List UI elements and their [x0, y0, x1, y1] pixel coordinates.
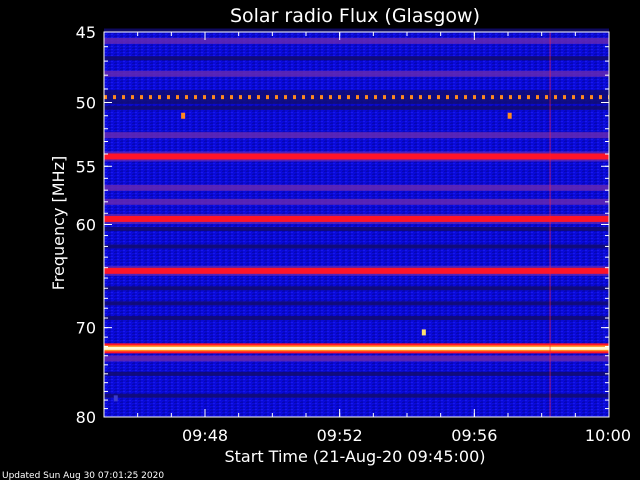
band-dark — [104, 316, 609, 321]
burst-spot — [421, 329, 426, 336]
y-axis-label: Frequency [MHz] — [49, 156, 68, 290]
axes: 45 50 55 60 70 80 09:48 09:52 09:56 10:00 — [76, 23, 631, 445]
y-tick-label: 80 — [76, 408, 96, 427]
x-tick-label: 09:48 — [182, 426, 228, 445]
y-tick-label: 45 — [76, 23, 96, 42]
x-axis-label: Start Time (21-Aug-20 09:45:00) — [225, 447, 486, 466]
x-tick-label: 09:56 — [451, 426, 497, 445]
band-dark — [104, 226, 609, 231]
band-dark — [104, 105, 609, 110]
x-tick-label: 10:00 — [585, 426, 631, 445]
band-purple — [104, 132, 609, 139]
band-hot — [104, 346, 609, 350]
x-tick-label: 09:52 — [317, 426, 363, 445]
y-tick-label: 50 — [76, 94, 96, 113]
band-purple — [104, 37, 609, 44]
y-tick-label: 55 — [76, 157, 96, 176]
band-purple — [104, 355, 609, 362]
band-red — [104, 215, 609, 222]
band-red — [104, 153, 609, 160]
band-red — [104, 267, 609, 274]
update-timestamp: Updated Sun Aug 30 07:01:25 2020 — [2, 471, 164, 480]
band-purple — [104, 198, 609, 205]
band-dark — [104, 371, 609, 376]
burst-spot — [181, 112, 186, 119]
plot-area — [104, 28, 609, 417]
band-purple — [104, 184, 609, 191]
burst-spot — [507, 112, 512, 119]
band-dark — [104, 28, 609, 33]
burst-spot — [113, 395, 118, 402]
band-dark — [104, 286, 609, 291]
y-tick-label: 60 — [76, 216, 96, 235]
band-dark — [104, 56, 609, 61]
y-tick-label: 70 — [76, 319, 96, 338]
band-dark — [104, 244, 609, 249]
band-dark — [104, 393, 609, 398]
band-purple — [104, 70, 609, 77]
band-dark — [104, 301, 609, 306]
chart-title: Solar radio Flux (Glasgow) — [230, 5, 480, 27]
